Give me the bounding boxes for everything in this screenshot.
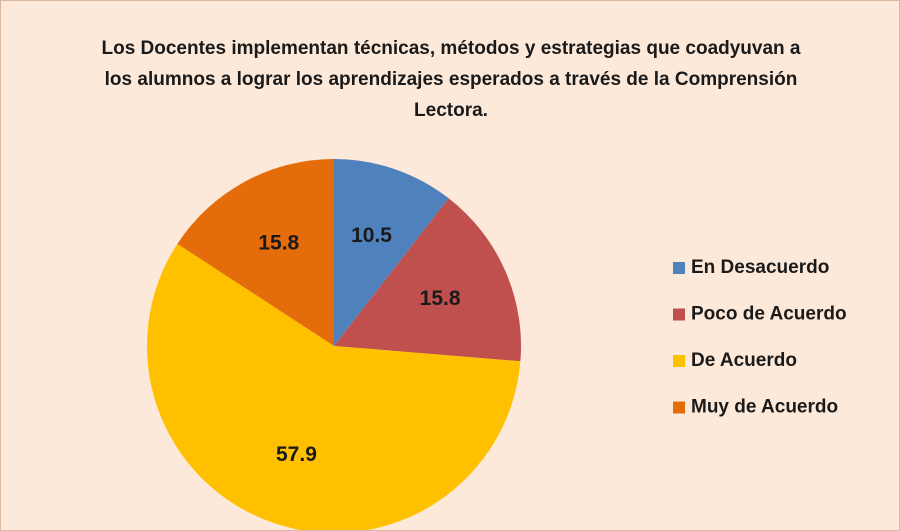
legend-swatch — [673, 308, 685, 321]
legend-swatch — [673, 355, 685, 367]
legend-label: De Acuerdo — [691, 350, 797, 371]
data-label: 15.8 — [258, 232, 299, 255]
pie-slice — [147, 243, 521, 530]
legend-swatch — [673, 262, 685, 274]
data-label: 10.5 — [351, 224, 392, 247]
legend-label: Muy de Acuerdo — [691, 397, 838, 418]
data-label: 57.9 — [276, 443, 317, 466]
pie-slice — [334, 198, 521, 362]
legend-label: Poco de Acuerdo — [691, 304, 847, 325]
legend-label: En Desacuerdo — [691, 257, 829, 278]
legend-swatch — [673, 401, 685, 414]
data-label: 15.8 — [420, 287, 461, 310]
pie-slice — [334, 159, 449, 346]
chart-title: Los Docentes implementan técnicas, métod… — [101, 38, 801, 121]
pie-slice — [177, 159, 334, 346]
